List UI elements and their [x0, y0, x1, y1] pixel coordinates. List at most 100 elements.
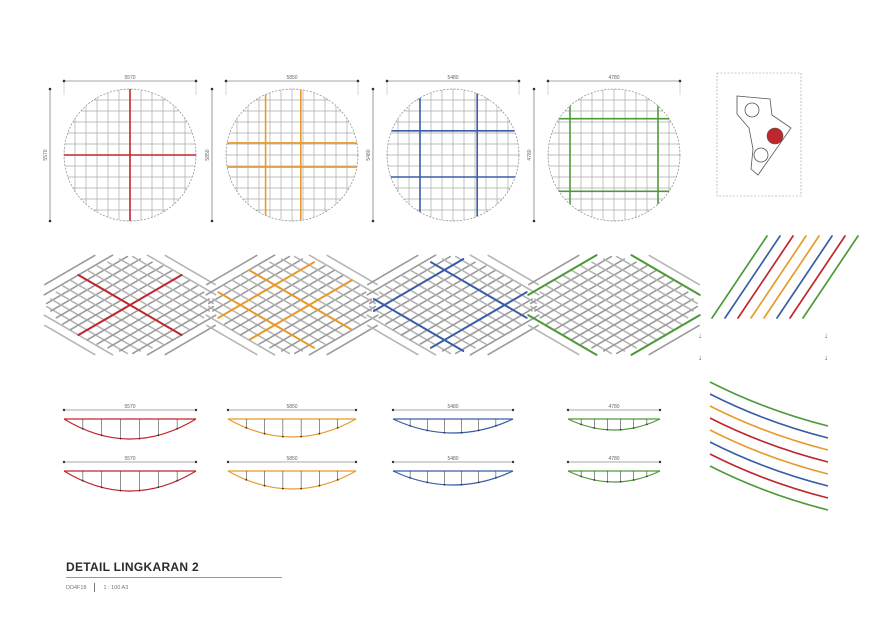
dimension-tick — [354, 408, 358, 412]
dimension-tick — [356, 79, 360, 83]
bottom-curve — [567, 470, 661, 483]
node — [318, 484, 321, 487]
node — [119, 489, 122, 492]
grid-lines — [387, 89, 519, 221]
highlight-beams — [64, 89, 196, 221]
section-view-2-1: 5850 — [226, 404, 358, 438]
exploded-views: ↓ ↓ ↓ ↓ — [698, 235, 859, 511]
dimension-tick — [371, 219, 375, 223]
exploded-beam-lower — [709, 429, 829, 475]
section-dimension-label: 5480 — [447, 456, 458, 462]
exploded-beam-upper — [776, 235, 833, 319]
section-view-1-2: 5570 — [62, 456, 198, 492]
section-views: 5570 5570 5850 5850 5480 5480 4780 4780 — [62, 404, 662, 492]
bottom-curve — [392, 470, 514, 486]
bottom-curve — [63, 418, 197, 440]
node — [443, 483, 446, 486]
node — [300, 487, 303, 490]
node — [494, 476, 497, 479]
section-dimension-label: 4780 — [608, 404, 619, 410]
dimension-side-label: 4780 — [527, 149, 533, 160]
node — [477, 429, 480, 432]
plan-views: 5570 5570 5850 5850 5480 5480 4780 4780 — [43, 75, 682, 223]
section-view-3-1: 5480 — [391, 404, 515, 434]
circle-marker — [753, 147, 769, 163]
dimension-top-label: 5480 — [447, 75, 458, 81]
dimension-tick — [210, 87, 214, 91]
circle-marker — [744, 102, 760, 118]
exploded-beam-upper — [750, 235, 807, 319]
dimension-side-label: 5480 — [366, 149, 372, 160]
section-dimension-label: 5850 — [286, 404, 297, 410]
node — [606, 428, 609, 431]
dimension-tick — [566, 408, 570, 412]
node — [100, 486, 103, 489]
circle-outline — [386, 88, 520, 222]
exploded-beam-upper — [724, 235, 781, 319]
dimension-tick — [194, 460, 198, 464]
node — [593, 427, 596, 429]
section-view-3-2: 5480 — [391, 456, 515, 486]
node — [426, 481, 429, 484]
node — [81, 479, 84, 482]
node — [409, 476, 412, 479]
section-view-2-2: 5850 — [226, 456, 358, 490]
highlight-beams — [548, 89, 680, 221]
down-arrow-icon: ↓ — [698, 331, 702, 340]
title-rule — [66, 577, 282, 578]
exploded-beam-upper — [711, 235, 768, 319]
node — [645, 423, 648, 426]
circle-outline — [63, 88, 197, 222]
dimension-tick — [391, 460, 395, 464]
dimension-top-label: 4780 — [608, 75, 619, 81]
dimension-tick — [371, 87, 375, 91]
section-dimension-label: 4780 — [608, 456, 619, 462]
node — [632, 427, 635, 429]
plan-view-1: 5570 5570 — [43, 75, 198, 223]
dimension-tick — [546, 79, 550, 83]
node — [632, 479, 635, 481]
down-arrow-icon: ↓ — [698, 353, 702, 362]
isometric-view-3 — [366, 254, 540, 356]
isometric-view-1 — [43, 254, 217, 356]
dimension-tick — [48, 87, 52, 91]
separator — [94, 583, 96, 592]
node — [645, 475, 648, 478]
down-arrow-icon: ↓ — [824, 353, 828, 362]
exploded-beam-upper — [737, 235, 794, 319]
circle-outline — [225, 88, 359, 222]
node — [619, 480, 622, 483]
dimension-tick — [511, 460, 515, 464]
node — [81, 427, 84, 430]
section-view-4-2: 4780 — [566, 456, 662, 483]
drawing-code: DD4F18 — [66, 584, 87, 591]
dimension-tick — [62, 408, 66, 412]
grid-lines — [226, 89, 358, 221]
exploded-beam-lower — [709, 441, 829, 487]
dimension-tick — [566, 460, 570, 464]
node — [593, 479, 596, 481]
section-dimension-label: 5570 — [124, 404, 135, 410]
sheet-title: DETAIL LINGKARAN 2 — [66, 560, 199, 574]
dimension-tick — [517, 79, 521, 83]
node — [176, 427, 179, 430]
node — [606, 480, 609, 483]
node — [426, 429, 429, 432]
exploded-beam-lower — [709, 393, 829, 439]
node — [619, 428, 622, 431]
dimension-side-label: 5850 — [205, 149, 211, 160]
plan-view-4: 4780 4780 — [527, 75, 682, 223]
dimension-tick — [658, 408, 662, 412]
node — [580, 475, 583, 478]
highlight-beams — [387, 89, 519, 221]
bottom-curve — [392, 418, 514, 434]
bottom-curve — [227, 418, 357, 438]
dimension-tick — [532, 87, 536, 91]
node — [281, 487, 284, 490]
dimension-tick — [62, 460, 66, 464]
highlight-beams — [226, 89, 358, 221]
node — [460, 431, 463, 434]
key-plan-frame — [716, 72, 802, 197]
key-plan — [716, 72, 802, 197]
